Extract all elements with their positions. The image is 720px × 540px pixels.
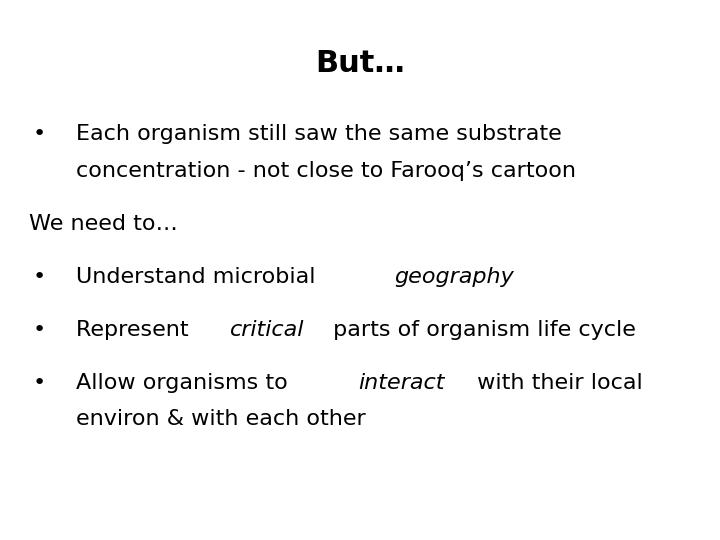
Text: geography: geography (394, 267, 513, 287)
Text: parts of organism life cycle: parts of organism life cycle (326, 320, 636, 340)
Text: •: • (33, 267, 46, 287)
Text: critical: critical (230, 320, 305, 340)
Text: •: • (33, 320, 46, 340)
Text: But…: But… (315, 49, 405, 78)
Text: •: • (33, 373, 46, 393)
Text: We need to…: We need to… (29, 214, 178, 234)
Text: •: • (33, 124, 46, 144)
Text: with their local: with their local (469, 373, 642, 393)
Text: concentration - not close to Farooq’s cartoon: concentration - not close to Farooq’s ca… (76, 161, 575, 181)
Text: Each organism still saw the same substrate: Each organism still saw the same substra… (76, 124, 562, 144)
Text: Allow organisms to: Allow organisms to (76, 373, 294, 393)
Text: Represent: Represent (76, 320, 195, 340)
Text: Understand microbial: Understand microbial (76, 267, 323, 287)
Text: environ & with each other: environ & with each other (76, 409, 365, 429)
Text: interact: interact (358, 373, 444, 393)
